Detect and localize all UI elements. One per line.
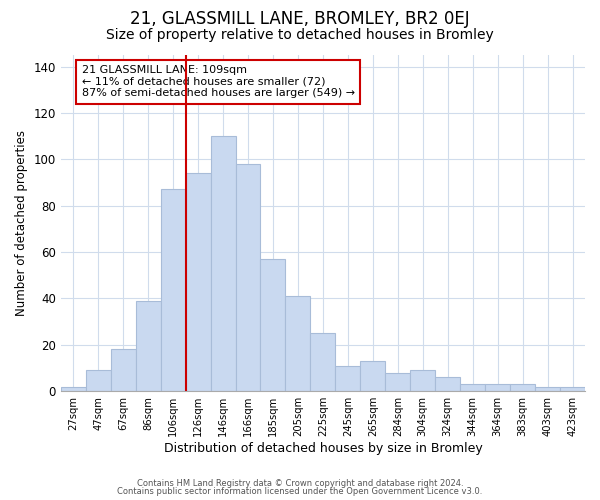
- Bar: [410, 370, 435, 391]
- Bar: [385, 372, 410, 391]
- Text: Contains public sector information licensed under the Open Government Licence v3: Contains public sector information licen…: [118, 487, 482, 496]
- Text: 21 GLASSMILL LANE: 109sqm
← 11% of detached houses are smaller (72)
87% of semi-: 21 GLASSMILL LANE: 109sqm ← 11% of detac…: [82, 65, 355, 98]
- Bar: [86, 370, 111, 391]
- Bar: [136, 301, 161, 391]
- Bar: [435, 378, 460, 391]
- Text: Size of property relative to detached houses in Bromley: Size of property relative to detached ho…: [106, 28, 494, 42]
- Bar: [485, 384, 510, 391]
- Bar: [361, 361, 385, 391]
- Bar: [161, 190, 185, 391]
- Bar: [460, 384, 485, 391]
- Bar: [335, 366, 361, 391]
- Bar: [310, 333, 335, 391]
- Bar: [535, 386, 560, 391]
- Bar: [510, 384, 535, 391]
- Bar: [211, 136, 236, 391]
- Text: Contains HM Land Registry data © Crown copyright and database right 2024.: Contains HM Land Registry data © Crown c…: [137, 478, 463, 488]
- Bar: [236, 164, 260, 391]
- Bar: [111, 350, 136, 391]
- Text: 21, GLASSMILL LANE, BROMLEY, BR2 0EJ: 21, GLASSMILL LANE, BROMLEY, BR2 0EJ: [130, 10, 470, 28]
- Bar: [286, 296, 310, 391]
- Bar: [260, 259, 286, 391]
- Bar: [61, 386, 86, 391]
- Bar: [560, 386, 585, 391]
- Y-axis label: Number of detached properties: Number of detached properties: [15, 130, 28, 316]
- X-axis label: Distribution of detached houses by size in Bromley: Distribution of detached houses by size …: [164, 442, 482, 455]
- Bar: [185, 174, 211, 391]
